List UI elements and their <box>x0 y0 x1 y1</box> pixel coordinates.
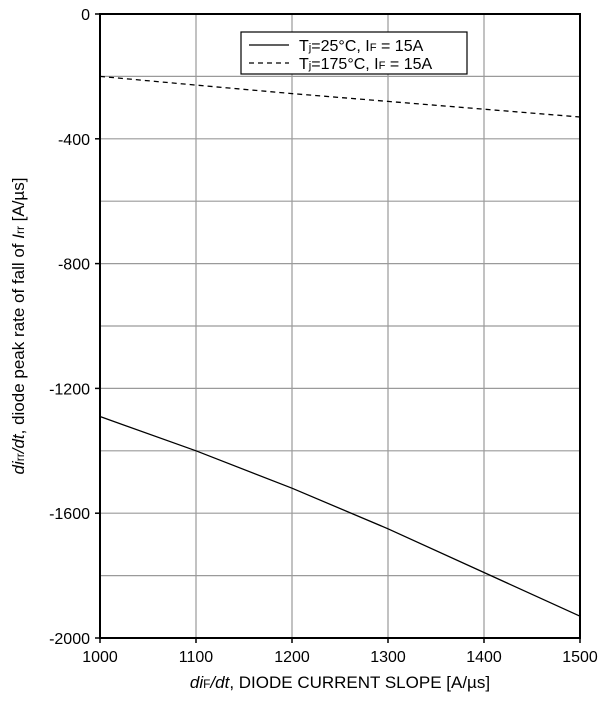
x-tick-label: 1400 <box>466 649 502 666</box>
x-tick-label: 1300 <box>370 649 406 666</box>
y-tick-label: -800 <box>58 257 90 274</box>
legend-box <box>240 31 468 75</box>
grid <box>99 14 581 638</box>
x-tick-label: 1200 <box>274 649 310 666</box>
y-tick-label: -1600 <box>49 506 90 523</box>
series-group <box>99 75 581 617</box>
x-tick-label: 1000 <box>82 649 118 666</box>
x-tick-label: 1500 <box>562 649 598 666</box>
y-tick-label: 0 <box>81 7 90 24</box>
y-axis-title: dirr/dt, diode peak rate of fall of Irr … <box>9 178 28 475</box>
plot-frame <box>99 13 581 639</box>
ticks: 1000 1100 1200 1300 1400 1500 0 -400 -800 -1200 -1… <box>49 7 598 666</box>
legend-label-2: Tj=175°C, IF = 15A <box>299 56 432 73</box>
legend-label-1: Tj=25°C, IF = 15A <box>299 38 424 55</box>
y-tick-label: -2000 <box>49 631 90 648</box>
y-tick-label: -1200 <box>49 381 90 398</box>
x-tick-label: 1100 <box>179 649 214 666</box>
series-line-2 <box>99 75 581 118</box>
y-tick-label: -400 <box>58 132 90 149</box>
x-axis-title: diF/dt, DIODE CURRENT SLOPE [A/µs] <box>190 673 490 692</box>
series-line-1 <box>99 415 581 617</box>
